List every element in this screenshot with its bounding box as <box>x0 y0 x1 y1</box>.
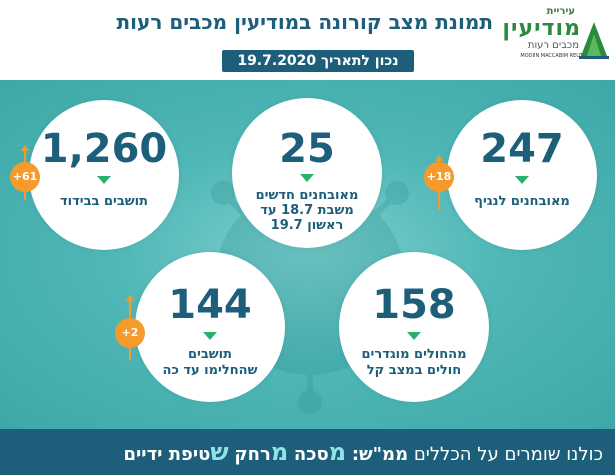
stat-isolation-change: +61 <box>10 162 40 192</box>
stat-new-diagnosed-label-2: משבת 18.7 עד <box>260 203 354 218</box>
up-arrow-icon <box>126 295 134 301</box>
footer-prefix: כולנו שומרים על הכללים <box>413 444 603 465</box>
up-arrow-icon <box>435 155 443 161</box>
stat-diagnosed-change: +18 <box>424 162 454 192</box>
stat-new-diagnosed: 25 מאובחנים חדשים משבת 18.7 עד ראשון 19.… <box>232 98 382 248</box>
stat-recovered-value: 144 <box>168 282 252 328</box>
stat-recovered-change: +2 <box>115 318 145 348</box>
stat-isolation-value: 1,260 <box>40 126 168 172</box>
stat-diagnosed-label: מאובחנים לנגיף <box>474 194 570 209</box>
stat-recovered: 144 תושבים שהחלימו עד כה <box>135 252 285 402</box>
footer-text: כולנו שומרים על הכללים ממ"ש: מסכה מרחק ש… <box>123 438 603 466</box>
stat-active-label-1: מהחולים מוגדרים <box>361 347 467 362</box>
footer-letter-m1: מ <box>328 438 347 466</box>
logo-mark-icon <box>579 22 609 59</box>
stat-active-label-2: חולים במצב קל <box>366 363 462 378</box>
logo-line2: מודיעין <box>502 16 581 41</box>
up-arrow-icon <box>21 145 29 151</box>
footer-letter-m2: מ <box>270 438 289 466</box>
stat-active: 158 מהחולים מוגדרים חולים במצב קל <box>339 252 489 402</box>
header: תמונת מצב קורונה במודיעין מכבים רעות נכו… <box>0 0 615 80</box>
stat-new-diagnosed-label-3: ראשון 19.7 <box>270 218 344 233</box>
stat-isolation-label: תושבים בבידוד <box>60 194 148 209</box>
page-title: תמונת מצב קורונה במודיעין מכבים רעות <box>116 10 493 34</box>
stat-isolation: 1,260 תושבים בבידוד <box>29 100 179 250</box>
stat-new-diagnosed-label-1: מאובחנים חדשים <box>255 188 359 203</box>
date-badge: נכון לתאריך 19.7.2020 <box>222 50 414 72</box>
down-arrow-icon <box>97 176 111 184</box>
footer-letter-s: ש <box>210 438 229 466</box>
down-arrow-icon <box>203 332 217 340</box>
footer-mem: ממ"ש: <box>351 444 409 465</box>
stat-diagnosed-value: 247 <box>480 126 564 172</box>
down-arrow-icon <box>407 332 421 340</box>
down-arrow-icon <box>300 174 314 182</box>
logo-line1: עיריית <box>546 6 575 17</box>
logo-line3: מכבים רעות <box>527 40 579 51</box>
down-arrow-icon <box>515 176 529 184</box>
footer-word-mask: סכה <box>293 444 329 465</box>
stat-active-value: 158 <box>372 282 456 328</box>
footer-word-distance: רחק <box>234 444 271 465</box>
stat-diagnosed: 247 מאובחנים לנגיף <box>447 100 597 250</box>
logo-line4: MODIIN MACCABIM REUT <box>520 53 583 59</box>
stat-recovered-label-1: תושבים <box>187 347 232 362</box>
footer-word-hygiene: טיפת ידיים <box>123 444 211 465</box>
footer-banner: כולנו שומרים על הכללים ממ"ש: מסכה מרחק ש… <box>0 429 615 475</box>
stat-recovered-label-2: שהחלימו עד כה <box>162 363 258 378</box>
city-logo: עיריית מודיעין מכבים רעות MODIIN MACCABI… <box>502 6 611 66</box>
stat-new-diagnosed-value: 25 <box>279 126 335 172</box>
